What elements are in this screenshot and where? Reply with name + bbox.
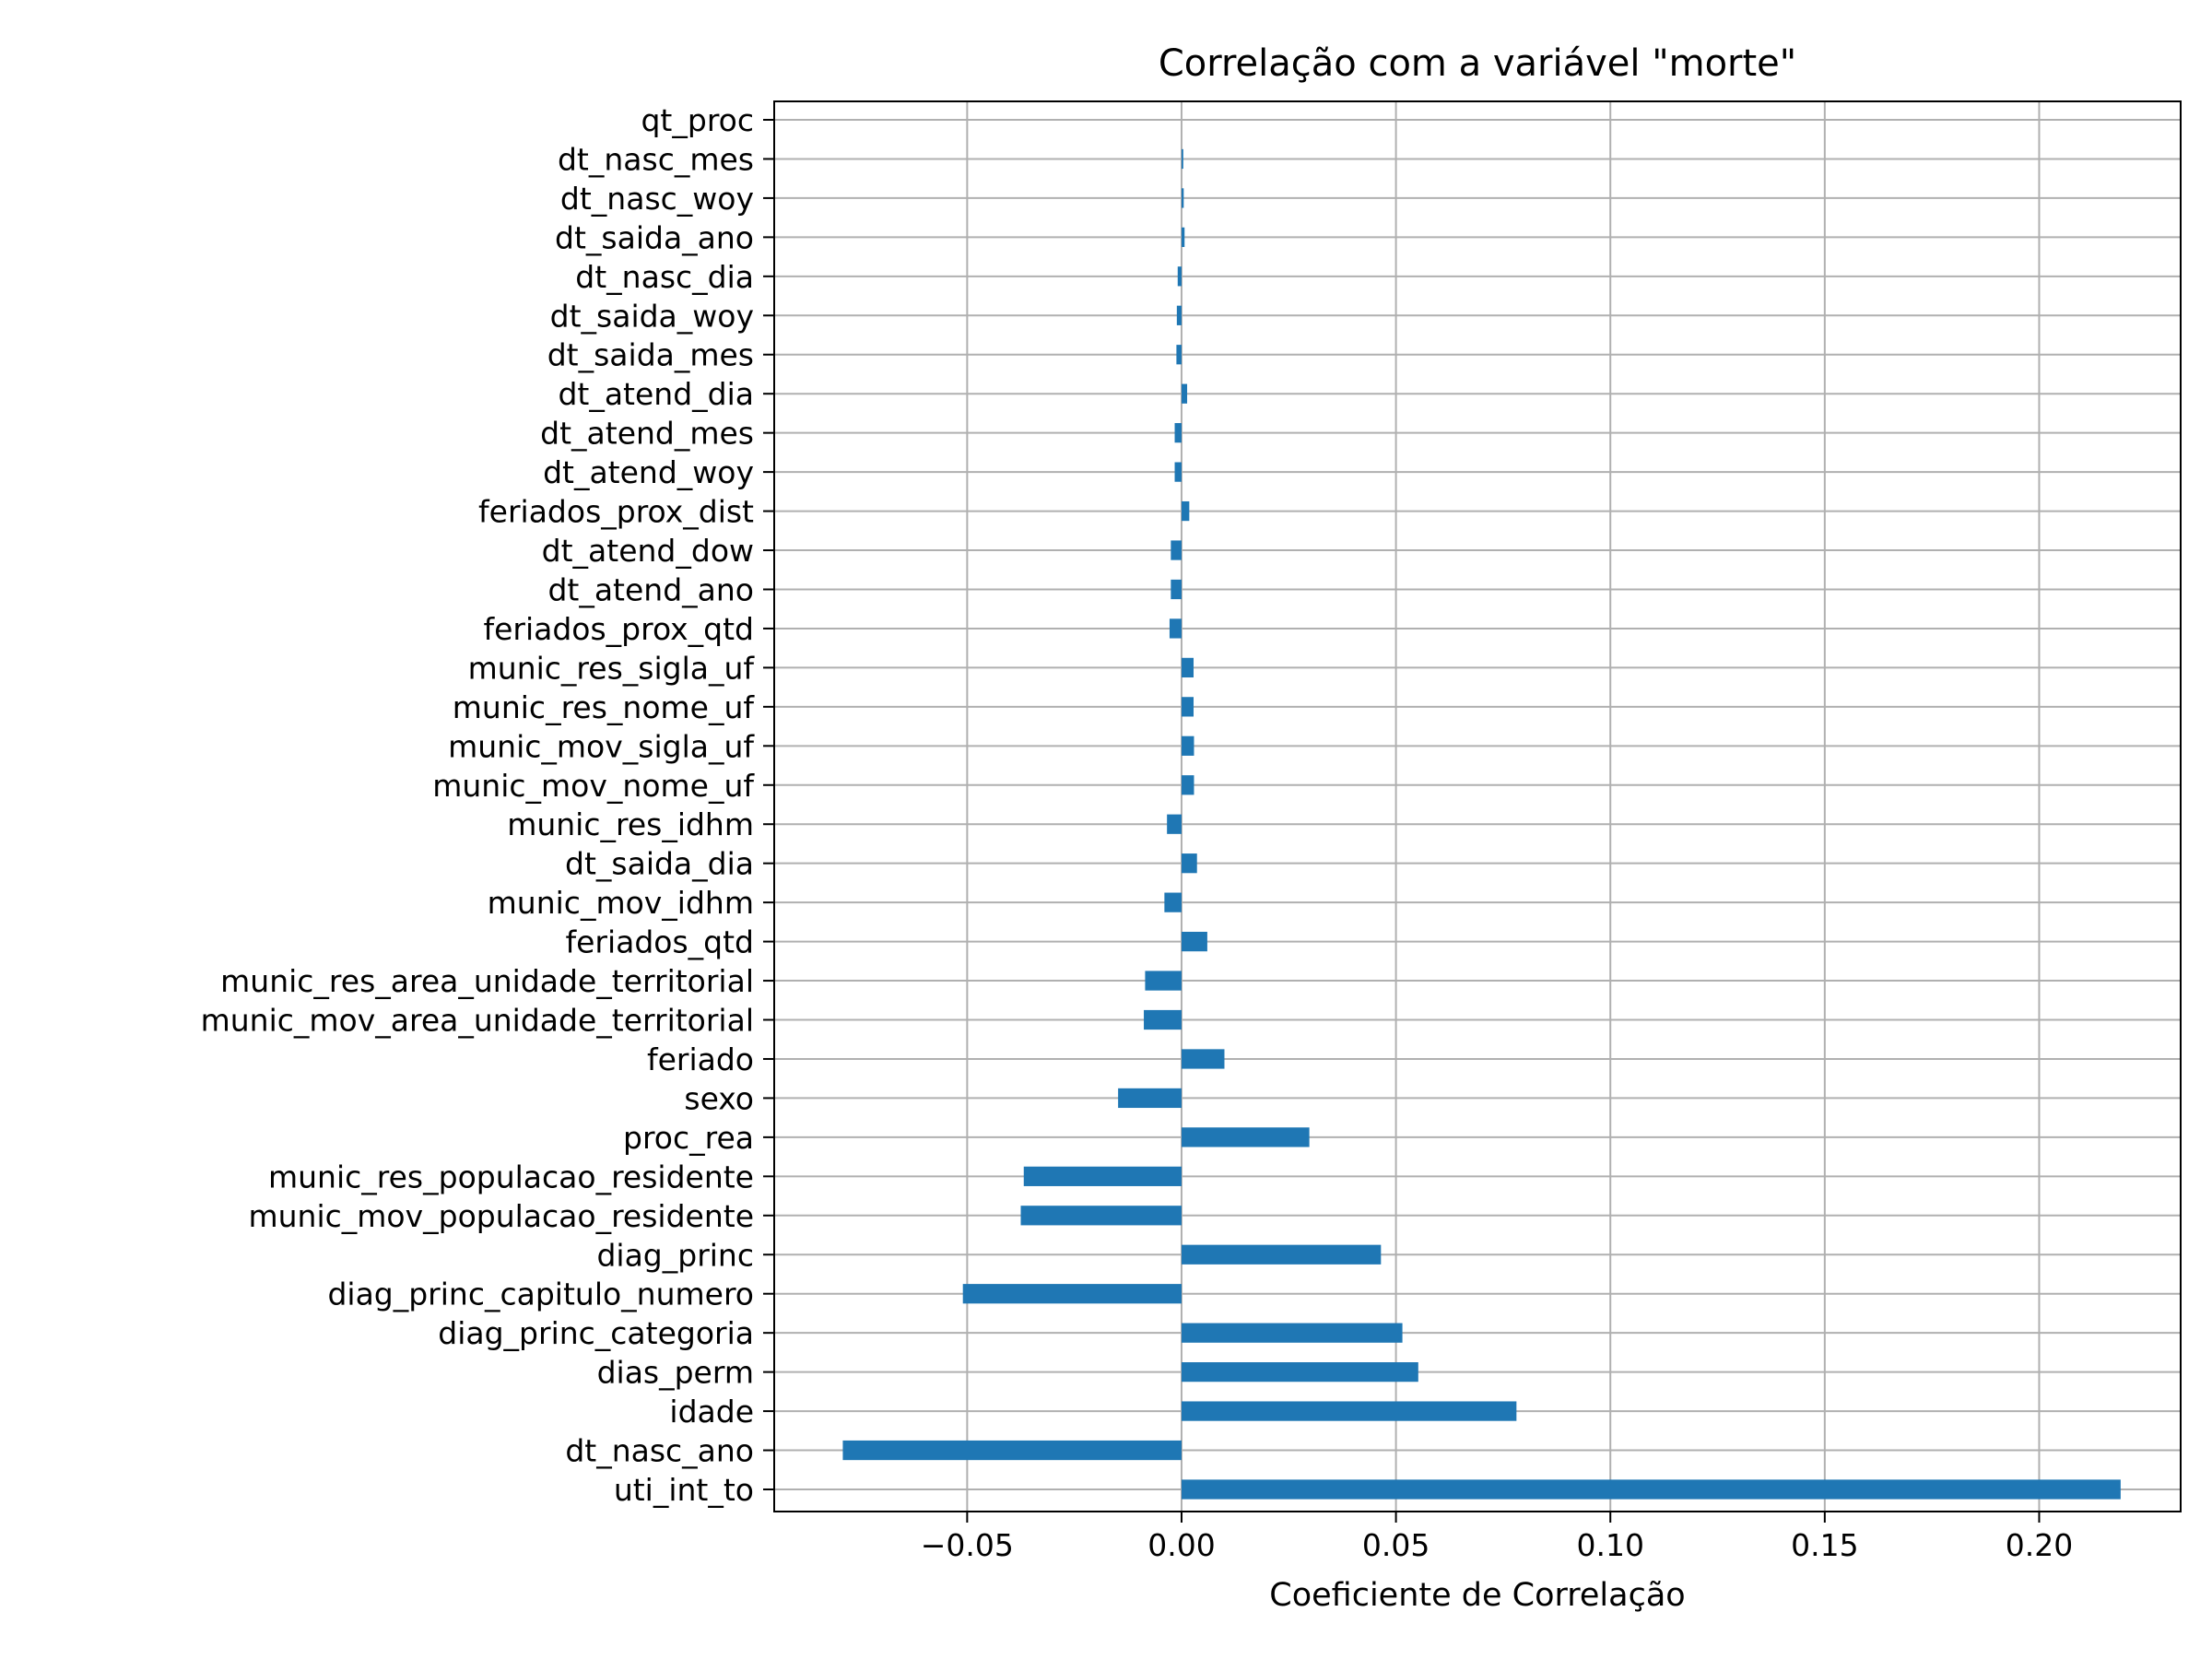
y-tick-label: munic_res_idhm (507, 806, 754, 842)
bar-dias_perm (1181, 1362, 1418, 1382)
bar-feriados_prox_qtd (1169, 618, 1182, 639)
y-tick-label: dias_perm (597, 1355, 754, 1391)
y-tick-label: munic_res_sigla_uf (468, 650, 756, 686)
x-tick-label: 0.10 (1576, 1527, 1643, 1563)
y-tick-label: munic_mov_area_unidade_territorial (201, 1003, 754, 1039)
bar-dt_atend_dia (1181, 383, 1188, 404)
x-tick-label: 0.20 (2006, 1527, 2073, 1563)
bar-munic_res_populacao_residente (1023, 1166, 1182, 1186)
y-tick-label: dt_atend_dia (558, 376, 754, 412)
y-tick-label: sexo (684, 1080, 754, 1116)
y-tick-label: munic_res_nome_uf (453, 689, 756, 725)
bar-dt_nasc_mes (1181, 148, 1183, 170)
y-tick-label: dt_saida_woy (550, 298, 754, 334)
bar-dt_saida_woy (1176, 305, 1182, 325)
y-tick-label: uti_int_to (614, 1472, 754, 1508)
y-tick-label: munic_mov_sigla_uf (448, 728, 755, 764)
bar-diag_princ_capitulo_numero (962, 1284, 1182, 1304)
y-tick-label: dt_atend_ano (547, 571, 754, 607)
bar-dt_atend_mes (1174, 423, 1182, 443)
grid-lines (774, 101, 2181, 1512)
y-tick-label: dt_nasc_mes (558, 141, 754, 177)
bar-munic_mov_sigla_uf (1181, 735, 1194, 756)
y-tick-label: diag_princ_categoria (438, 1315, 754, 1351)
y-tick-label: munic_mov_nome_uf (432, 768, 755, 804)
bar-uti_int_to (1181, 1479, 2121, 1500)
y-tick-label: proc_rea (623, 1120, 754, 1156)
bar-munic_res_area_unidade_territorial (1145, 971, 1182, 991)
x-tick-label: −0.05 (921, 1527, 1014, 1563)
bar-idade (1181, 1401, 1517, 1421)
y-tick-label: idade (669, 1394, 754, 1430)
bar-dt_nasc_woy (1181, 188, 1184, 208)
bar-proc_rea (1181, 1127, 1310, 1147)
bar-munic_mov_idhm (1164, 892, 1182, 912)
bar-feriado (1181, 1049, 1225, 1069)
bar-sexo (1118, 1088, 1182, 1109)
y-tick-label: dt_atend_mes (540, 416, 754, 452)
bar-feriados_qtd (1181, 931, 1207, 952)
y-tick-label: munic_mov_idhm (488, 885, 754, 921)
bar-munic_res_sigla_uf (1181, 657, 1194, 678)
y-tick-label: dt_nasc_woy (560, 181, 754, 217)
bar-feriados_prox_dist (1181, 500, 1190, 522)
x-tick-label: 0.00 (1147, 1527, 1215, 1563)
bar-munic_mov_populacao_residente (1020, 1206, 1182, 1226)
y-tick-label: dt_atend_dow (542, 533, 754, 569)
bar-dt_saida_mes (1176, 345, 1182, 365)
x-tick-label: 0.05 (1362, 1527, 1430, 1563)
y-tick-label: diag_princ (596, 1237, 754, 1273)
x-axis-ticks: −0.05 0.00 0.05 0.10 0.15 0.20 (921, 1512, 2073, 1563)
chart-title: Correlação com a variável "morte" (1159, 42, 1796, 85)
bar-dt_saida_dia (1181, 853, 1197, 874)
plot-frame (773, 100, 2182, 1512)
bar-diag_princ (1181, 1244, 1382, 1265)
bar-dt_nasc_dia (1177, 266, 1182, 287)
y-tick-label: feriados_qtd (565, 924, 754, 960)
bar-munic_mov_area_unidade_territorial (1144, 1009, 1182, 1030)
y-tick-label: munic_res_area_unidade_territorial (220, 963, 754, 999)
y-tick-label: dt_nasc_ano (565, 1433, 754, 1469)
y-tick-label: dt_saida_dia (565, 846, 754, 882)
bar-diag_princ_categoria (1181, 1323, 1403, 1343)
bar-munic_res_idhm (1167, 814, 1182, 834)
y-tick-label: feriado (647, 1041, 754, 1077)
x-tick-label: 0.15 (1791, 1527, 1858, 1563)
bar-dt_saida_ano (1181, 227, 1185, 247)
y-tick-label: dt_saida_mes (547, 337, 754, 373)
bar-dt_atend_dow (1171, 540, 1182, 560)
y-tick-label: munic_res_populacao_residente (268, 1159, 754, 1194)
bar-dt_atend_ano (1171, 579, 1182, 600)
y-tick-label: munic_mov_populacao_residente (248, 1198, 754, 1234)
x-axis-label: Coeficiente de Correlação (1269, 1577, 1685, 1614)
y-tick-label: feriados_prox_dist (478, 494, 754, 530)
y-tick-label: dt_saida_ano (555, 219, 754, 255)
bars (842, 148, 2121, 1500)
y-tick-label: dt_atend_woy (543, 454, 754, 490)
y-tick-label: diag_princ_capitulo_numero (327, 1277, 754, 1312)
bar-munic_mov_nome_uf (1181, 775, 1194, 795)
bar-dt_nasc_ano (842, 1440, 1182, 1461)
y-tick-label: qt_proc (641, 102, 754, 138)
bar-dt_atend_woy (1174, 462, 1182, 482)
y-tick-label: feriados_prox_qtd (483, 611, 754, 647)
bar-munic_res_nome_uf (1181, 697, 1194, 717)
y-tick-label: dt_nasc_dia (575, 259, 754, 295)
